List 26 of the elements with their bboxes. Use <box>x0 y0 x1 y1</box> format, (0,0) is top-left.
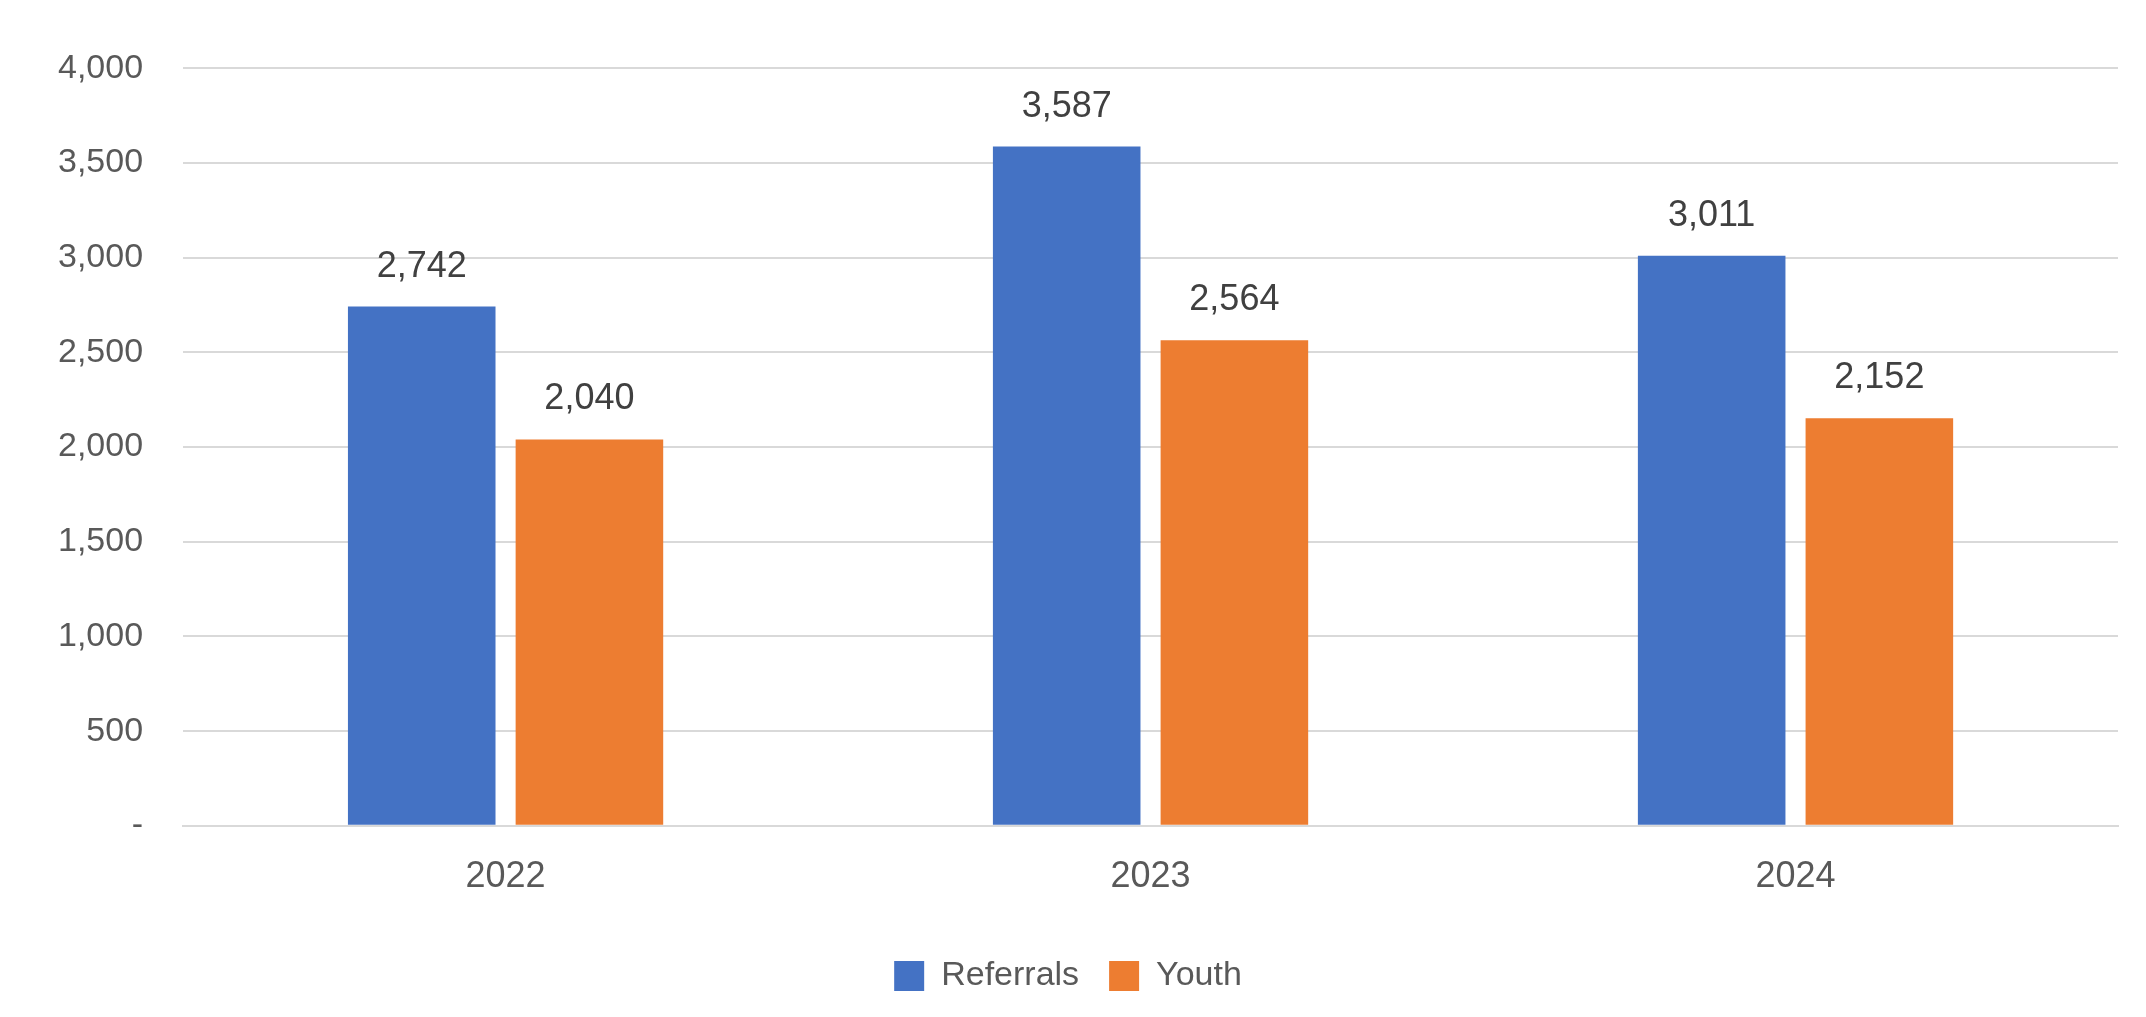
y-tick-label: 2,000 <box>57 425 144 464</box>
data-label: 3,011 <box>1667 192 1756 234</box>
bar <box>1160 340 1309 825</box>
legend-label: Youth <box>1156 954 1242 993</box>
y-tick-label: 500 <box>86 709 144 748</box>
y-tick-label: 1,500 <box>57 520 144 559</box>
bar <box>992 146 1141 825</box>
bar <box>1805 418 1954 825</box>
data-label: 2,564 <box>1189 277 1280 319</box>
x-tick-label: 2023 <box>1110 854 1191 896</box>
data-label: 2,040 <box>544 376 635 418</box>
data-label: 2,152 <box>1834 355 1925 397</box>
y-tick-label: 1,000 <box>57 614 144 653</box>
legend-label: Referrals <box>941 954 1080 993</box>
bar <box>1637 255 1786 825</box>
bar <box>347 306 496 825</box>
y-tick-label: - <box>131 804 144 843</box>
data-label: 2,742 <box>376 243 467 285</box>
x-tick-label: 2024 <box>1755 854 1836 896</box>
y-tick-label: 3,000 <box>57 236 144 275</box>
bar <box>515 439 664 825</box>
y-tick-label: 4,000 <box>57 46 144 85</box>
y-tick-label: 3,500 <box>57 141 144 180</box>
data-label: 3,587 <box>1021 83 1112 125</box>
y-tick-label: 2,500 <box>57 330 144 369</box>
x-tick-label: 2022 <box>465 854 546 896</box>
